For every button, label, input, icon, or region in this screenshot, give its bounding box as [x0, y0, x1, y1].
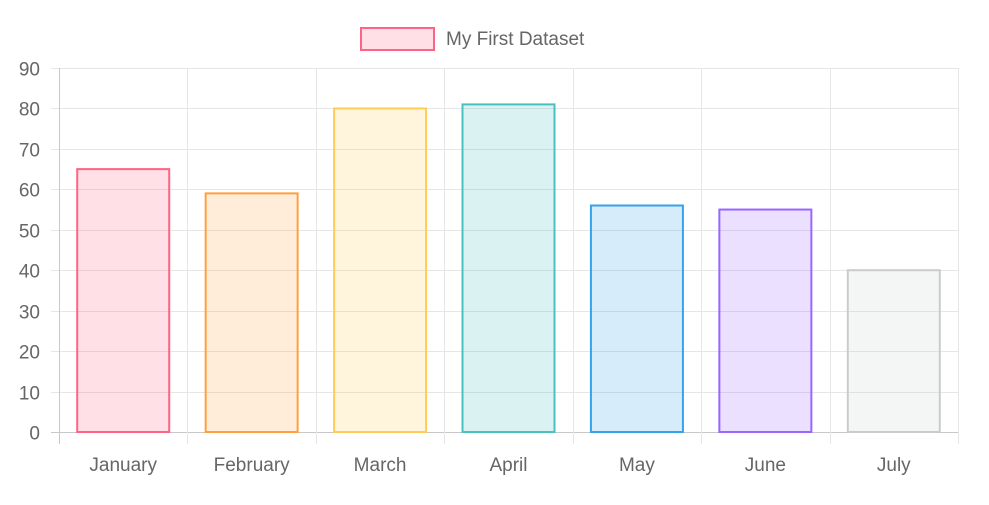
- y-tick-label: 30: [19, 303, 40, 324]
- x-tick-label: February: [214, 455, 291, 476]
- bar-july[interactable]: [846, 269, 941, 433]
- y-tick-label: 0: [29, 424, 40, 445]
- y-tick-label: 90: [19, 60, 40, 81]
- bar-may[interactable]: [589, 204, 684, 433]
- chart-legend[interactable]: My First Dataset: [360, 27, 585, 51]
- bar-february[interactable]: [204, 192, 299, 433]
- y-tick-label: 60: [19, 181, 40, 202]
- bar-april[interactable]: [461, 103, 556, 434]
- y-tick-label: 10: [19, 384, 40, 405]
- x-tick-label: July: [877, 455, 911, 476]
- bar-march[interactable]: [333, 107, 428, 433]
- x-tick-label: May: [619, 455, 655, 476]
- legend-swatch[interactable]: [360, 27, 435, 51]
- x-tick-label: April: [489, 455, 527, 476]
- x-axis: January February March April May June July: [89, 455, 911, 476]
- y-tick-label: 40: [19, 262, 40, 283]
- y-tick-label: 80: [19, 100, 40, 121]
- chart-bars: [76, 103, 941, 434]
- chart-grid: [51, 68, 959, 444]
- y-tick-label: 70: [19, 141, 40, 162]
- bar-january[interactable]: [76, 168, 171, 433]
- x-tick-label: March: [354, 455, 407, 476]
- x-tick-label: June: [745, 455, 786, 476]
- x-tick-label: January: [89, 455, 157, 476]
- bar-june[interactable]: [718, 208, 813, 433]
- y-tick-label: 20: [19, 343, 40, 364]
- y-axis: 0 10 20 30 40 50 60 70 80 90: [19, 60, 40, 445]
- y-tick-label: 50: [19, 222, 40, 243]
- legend-label[interactable]: My First Dataset: [446, 29, 585, 50]
